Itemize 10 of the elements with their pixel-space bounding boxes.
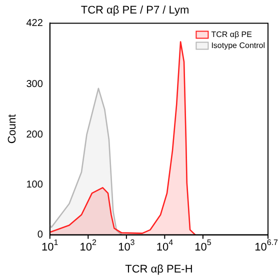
y-tick-label: 422 [26, 18, 44, 29]
y-tick-label: 300 [26, 79, 44, 90]
x-axis-title: TCR αβ PE-H [125, 263, 193, 276]
y-tick-label: 0 [37, 230, 44, 241]
chart-title: TCR αβ PE / P7 / Lym [80, 4, 190, 17]
y-tick-label: 200 [26, 129, 44, 140]
y-axis-title: Count [6, 114, 19, 144]
legend-label: TCR αβ PE [211, 30, 252, 39]
y-tick-label: 100 [26, 179, 44, 190]
legend-label: Isotype Control [211, 40, 266, 50]
